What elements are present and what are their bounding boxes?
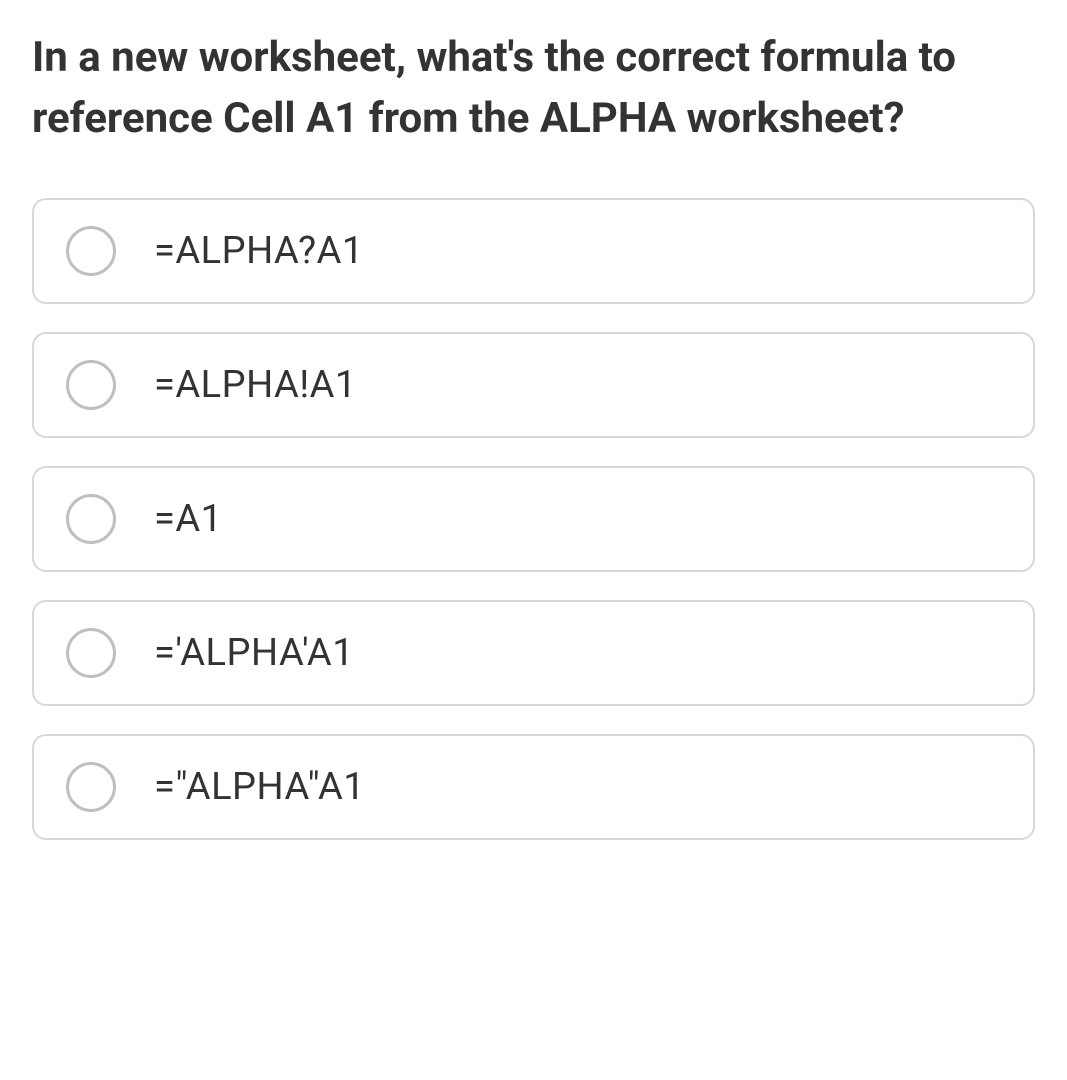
radio-icon bbox=[66, 226, 116, 276]
option-3[interactable]: ='ALPHA'A1 bbox=[32, 600, 1035, 706]
option-label: =ALPHA!A1 bbox=[154, 363, 357, 407]
radio-icon bbox=[66, 494, 116, 544]
option-label: ="ALPHA"A1 bbox=[154, 765, 365, 809]
radio-icon bbox=[66, 360, 116, 410]
option-label: ='ALPHA'A1 bbox=[154, 631, 354, 675]
radio-icon bbox=[66, 628, 116, 678]
option-2[interactable]: =A1 bbox=[32, 466, 1035, 572]
option-label: =A1 bbox=[154, 497, 223, 541]
options-container: =ALPHA?A1 =ALPHA!A1 =A1 ='ALPHA'A1 ="ALP… bbox=[32, 198, 1035, 840]
option-1[interactable]: =ALPHA!A1 bbox=[32, 332, 1035, 438]
radio-icon bbox=[66, 762, 116, 812]
option-4[interactable]: ="ALPHA"A1 bbox=[32, 734, 1035, 840]
question-title: In a new worksheet, what's the correct f… bbox=[32, 28, 1035, 150]
option-0[interactable]: =ALPHA?A1 bbox=[32, 198, 1035, 304]
option-label: =ALPHA?A1 bbox=[154, 229, 364, 273]
